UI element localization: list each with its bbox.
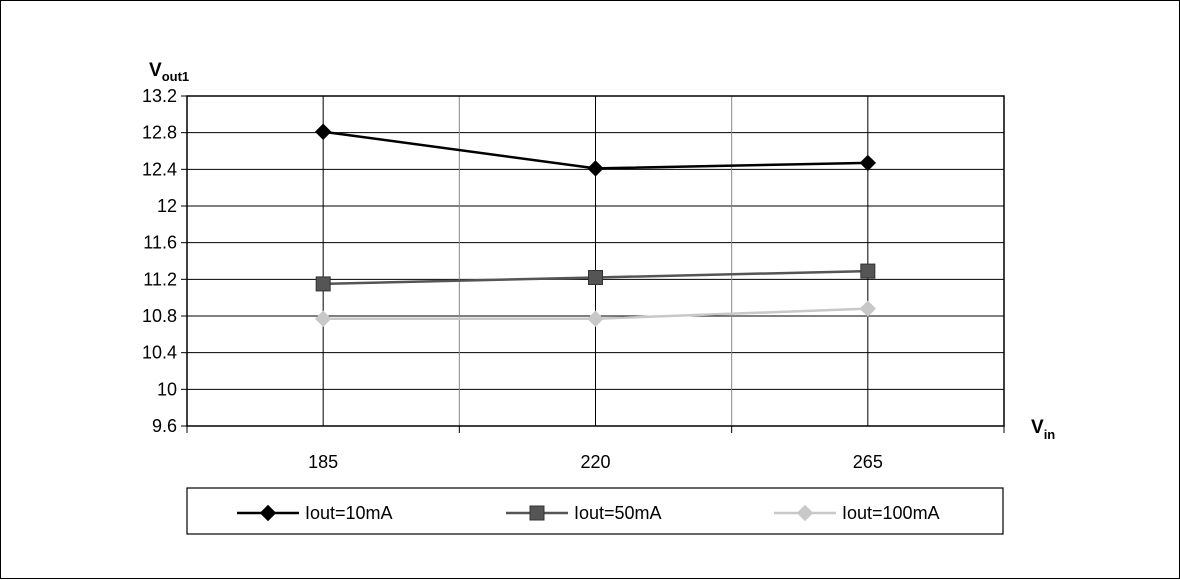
- y-tick-label: 13.2: [142, 86, 177, 106]
- y-tick-label: 12.8: [142, 123, 177, 143]
- data-point: [859, 154, 877, 172]
- legend-entry: Iout=50mA: [506, 503, 662, 523]
- plot-area: [186, 95, 1005, 427]
- data-point: [859, 300, 877, 317]
- y-tick-label: 11.6: [143, 233, 177, 253]
- x-tick-label: 265: [853, 452, 883, 472]
- x-tick-label: 220: [580, 452, 610, 472]
- data-point: [588, 270, 603, 285]
- legend-entry: Iout=100mA: [774, 503, 940, 523]
- y-tick-label: 11.2: [143, 269, 177, 289]
- legend-label: Iout=100mA: [842, 503, 940, 523]
- legend-box: [186, 487, 1004, 535]
- legend-label: Iout=10mA: [305, 503, 393, 523]
- data-point: [860, 263, 876, 279]
- legend-entry: Iout=10mA: [237, 503, 393, 523]
- data-point: [587, 310, 604, 327]
- x-tick-label: 185: [308, 452, 338, 472]
- y-tick-label: 12.4: [142, 159, 177, 179]
- grid-lines: [187, 96, 1004, 426]
- x-axis-ticks: 185 220 265: [186, 426, 1005, 472]
- y-tick-label: 10.8: [142, 306, 177, 326]
- data-point: [314, 310, 332, 327]
- legend-label: Iout=50mA: [574, 503, 662, 523]
- legend-marker: [796, 504, 814, 522]
- y-axis-title: Vout1: [149, 60, 189, 84]
- series-layer: [314, 123, 877, 327]
- y-axis-ticks: 13.2 12.8 12.4 12 11.6 11.2 10.8 10.4 10 9.6: [142, 86, 187, 436]
- x-axis-title: Vin: [1031, 417, 1055, 442]
- data-point: [587, 160, 604, 177]
- series-3: [314, 300, 877, 327]
- series-2: [315, 263, 876, 292]
- legend: Iout=10mA Iout=50mA Iout=100mA: [186, 487, 1004, 535]
- y-tick-label: 12: [157, 196, 177, 216]
- legend-marker: [529, 505, 545, 521]
- y-tick-label: 10: [157, 379, 177, 399]
- data-point: [315, 276, 331, 292]
- y-tick-label: 10.4: [142, 343, 177, 363]
- series-1: [314, 123, 877, 177]
- legend-marker: [259, 504, 277, 522]
- y-tick-label: 9.6: [152, 416, 177, 436]
- data-point: [314, 123, 332, 140]
